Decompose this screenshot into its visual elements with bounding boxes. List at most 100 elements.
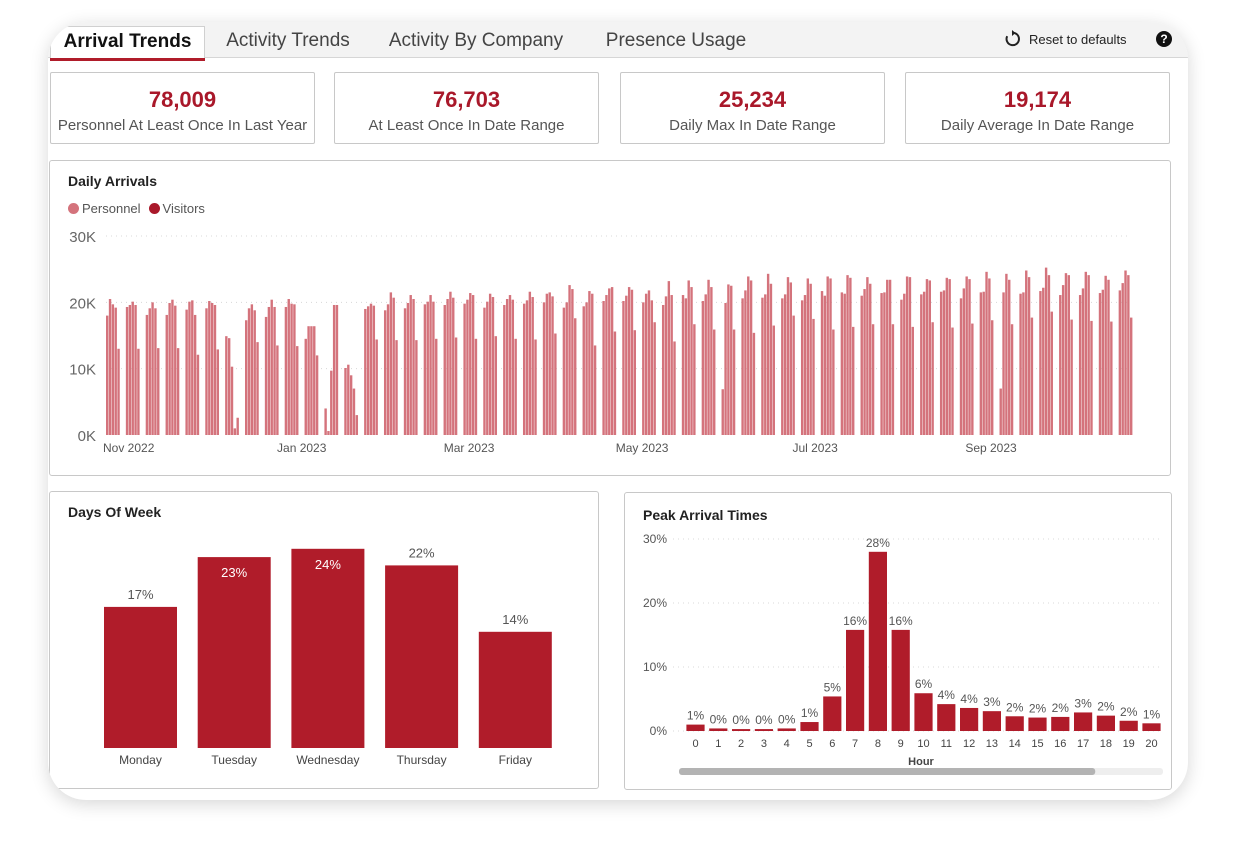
daily-arrival-bar [627,287,631,435]
daily-arrival-bar [565,302,568,435]
daily-arrival-bar [522,303,526,435]
peak-arrival-times-panel: Peak Arrival Times 0% 10% 20% 30% 1% 0 0% 1 0% 2 0… [624,492,1172,790]
daily-arrival-bar [287,299,290,435]
hour-bar [1096,715,1115,731]
daily-arrival-bar [749,280,753,435]
daily-arrival-bar [1005,273,1008,435]
x-tick-label: 7 [852,738,858,750]
daily-arrival-bar [846,275,849,435]
daily-arrival-bar [959,298,963,435]
daily-arrival-bar [707,279,710,435]
daily-arrivals-panel: Daily Arrivals Personnel Visitors 0K 10K 2… [49,160,1171,476]
daily-arrival-bar [653,322,656,435]
daily-arrival-bar [687,280,690,435]
kpi-value: 25,234 [718,87,787,112]
daily-arrival-bar [372,305,376,435]
daily-arrival-bar [276,345,279,435]
daily-arrival-bar [605,295,608,435]
hour-bar [686,724,705,731]
daily-arrival-bar [812,318,815,435]
daily-arrival-bar [174,305,177,435]
bar-data-label: 1% [801,706,819,720]
bar-data-label: 4% [938,688,956,702]
legend-marker-personnel [68,203,79,214]
daily-arrival-bar [823,295,827,435]
daily-arrival-bar [114,307,117,435]
daily-arrival-bar [1130,317,1133,435]
help-icon[interactable]: ? [1156,31,1172,47]
daily-arrival-bar [945,277,949,435]
daily-arrival-bar [1039,291,1042,435]
tab-presence-usage[interactable]: Presence Usage [605,30,747,51]
daily-arrival-bar [128,304,132,435]
tab-activity-trends[interactable]: Activity Trends [226,30,350,51]
daily-arrival-bar [389,292,393,435]
daily-arrival-bar [332,304,336,435]
daily-arrival-bar [148,308,151,435]
daily-arrival-bar [315,355,319,435]
daily-arrival-bar [588,291,591,435]
daily-arrival-bar [852,326,855,435]
daily-arrival-bar [542,302,546,435]
daily-arrival-bar [630,289,634,435]
tab-activity-by-company[interactable]: Activity By Company [388,30,564,51]
daily-arrival-bar [452,297,455,435]
chart-title: Peak Arrival Times [643,507,768,523]
x-tick-label: 0 [692,738,698,750]
daily-arrival-bar [327,431,330,435]
daily-arrival-bar [264,316,268,435]
dashboard-frame: Arrival Trends Activity Trends Activity … [48,22,1188,800]
x-tick-label: 11 [941,738,952,750]
daily-arrival-bar [426,301,429,435]
kpi-label: Daily Average In Date Range [940,117,1135,134]
hour-bar [1051,716,1070,731]
daily-arrival-bar [1022,292,1025,435]
daily-arrival-bar [375,339,378,435]
bar-data-label: 17% [127,587,153,602]
daily-arrival-bar [1010,324,1014,435]
daily-arrival-bar [225,336,228,435]
chart-legend: Personnel Visitors [68,201,205,216]
scrollbar-thumb[interactable] [679,768,1096,775]
daily-arrival-bar [117,348,120,435]
daily-arrival-bar [253,310,256,435]
daily-arrival-bar [230,366,234,435]
kpi-label: Personnel At Least Once In Last Year [57,117,308,134]
daily-arrival-bar [761,297,764,435]
daily-arrival-bar [681,295,685,435]
weekday-bar [291,548,365,748]
tab-arrival-trends[interactable]: Arrival Trends [50,26,205,61]
y-tick-label: 10% [643,660,667,674]
daily-arrival-bar [900,299,903,435]
daily-arrival-bar [939,291,943,435]
y-tick-label: 10K [69,362,96,379]
daily-arrival-bar [1050,311,1053,435]
daily-arrival-bar [622,301,625,435]
daily-arrival-bar [1042,287,1045,435]
hour-bar [982,711,1001,731]
daily-arrival-bar [1118,290,1122,435]
daily-arrival-bar [781,298,784,435]
daily-arrival-bar [574,318,577,435]
daily-arrival-bar [951,327,954,435]
x-tick-label: Tuesday [211,753,257,767]
daily-arrival-bar [528,291,532,435]
x-tick-label: 3 [761,738,767,750]
daily-arrival-bar [545,293,549,435]
x-tick-label: 19 [1123,738,1135,750]
daily-arrival-bar [406,302,410,435]
legend-item-personnel[interactable]: Personnel [82,201,141,216]
daily-arrival-bar [1008,279,1011,435]
daily-arrival-bar [364,308,367,435]
x-tick-label: Wednesday [296,753,359,767]
legend-item-visitors[interactable]: Visitors [162,201,205,216]
daily-arrival-bar [971,323,974,435]
x-tick-label: 18 [1100,738,1112,750]
daily-arrival-bar [647,290,651,435]
daily-arrival-bar [766,273,770,435]
reset-to-defaults-button[interactable]: Reset to defaults [1003,28,1127,50]
bar-data-label: 6% [915,677,933,691]
bar-data-label: 24% [315,557,341,572]
days-of-week-chart: 17% Monday 23% Tuesday 24% Wednesday 22% Thursd… [104,545,552,767]
daily-arrival-bar [307,326,310,435]
